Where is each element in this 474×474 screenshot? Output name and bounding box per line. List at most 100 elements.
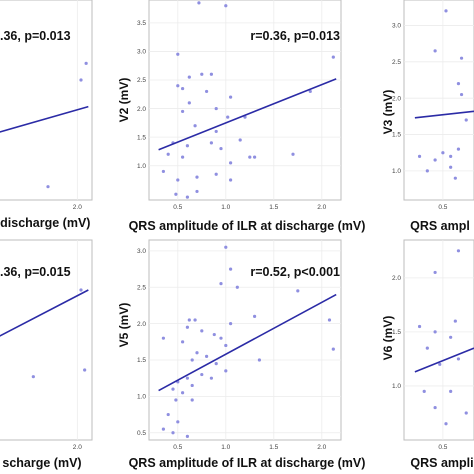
data-point — [433, 330, 437, 334]
regression-line — [158, 78, 337, 151]
x-tick-label: 0.5 — [438, 204, 447, 211]
y-tick-label: 2.5 — [392, 59, 401, 66]
correlation-annotation: .36, p=0.013 — [0, 29, 71, 43]
correlation-annotation: r=0.36, p=0.013 — [250, 29, 340, 43]
x-tick-label: 2.0 — [73, 444, 82, 451]
y-tick-label: 1.5 — [137, 134, 146, 141]
y-tick-label: 2.0 — [137, 321, 146, 328]
y-axis-label: V3 (mV) — [381, 90, 395, 135]
data-point — [453, 319, 457, 323]
panel-p5: 0.5 1.0 1.5 2.0 2.5 3.0 0.5 1.0 1.5 2.0 r=0.52, p<… — [117, 239, 365, 470]
x-tick-label: 1.0 — [221, 444, 230, 451]
data-point — [190, 383, 194, 388]
data-point — [31, 375, 35, 379]
data-point — [219, 146, 223, 151]
data-point — [176, 52, 180, 56]
data-point — [449, 389, 453, 393]
data-point — [248, 155, 252, 159]
data-point — [171, 387, 175, 391]
plot-area — [0, 0, 93, 201]
data-point — [193, 318, 197, 322]
data-point — [444, 422, 448, 426]
data-point — [185, 376, 189, 380]
data-point — [438, 362, 442, 366]
data-point — [456, 82, 461, 86]
plot-area — [403, 239, 474, 441]
data-point — [195, 189, 199, 194]
data-point — [166, 412, 170, 417]
data-point — [212, 332, 216, 337]
panel-p3: 1.0 1.5 2.0 2.5 3.0 0.5 V3 (mV) QRS ampl — [381, 0, 474, 233]
y-tick-label: 2.5 — [137, 77, 146, 84]
data-point — [84, 61, 88, 65]
data-point — [417, 324, 422, 329]
data-point — [181, 86, 185, 91]
panel-p1: 2.0 .36, p=0.013 at discharge (mV) — [0, 0, 93, 230]
data-point — [327, 318, 332, 322]
x-tick-label: 2.0 — [73, 204, 82, 211]
x-axis-label: at discharge (mV) — [0, 216, 90, 230]
data-point — [205, 354, 209, 358]
y-tick-label: 1.0 — [392, 168, 401, 175]
data-point — [257, 358, 261, 362]
regression-line — [0, 105, 89, 133]
data-point — [190, 358, 194, 362]
x-tick-label: 2.0 — [317, 204, 326, 211]
data-point — [308, 89, 312, 94]
data-point — [219, 336, 223, 340]
data-point — [214, 172, 218, 176]
data-point — [229, 161, 233, 165]
data-point — [417, 154, 422, 158]
y-axis-label: V6 (mV) — [381, 316, 395, 361]
correlation-annotation: .36, p=0.015 — [0, 265, 71, 279]
y-tick-label: 1.5 — [392, 329, 401, 336]
data-point — [181, 391, 185, 395]
data-point — [197, 1, 201, 5]
y-tick-label: 2.5 — [137, 284, 146, 291]
y-axis-label: V5 (mV) — [117, 303, 131, 348]
y-tick-label: 3.5 — [137, 20, 146, 27]
data-point — [79, 288, 83, 292]
y-tick-label: 3.0 — [137, 248, 146, 255]
regression-line — [414, 110, 474, 119]
data-point — [187, 75, 191, 79]
data-point — [166, 152, 170, 156]
plot-area — [403, 0, 474, 201]
x-axis-label: QRS ampl — [410, 219, 470, 233]
data-point — [187, 318, 191, 322]
x-tick-label: 1.5 — [269, 444, 278, 451]
data-point — [46, 185, 50, 189]
regression-line — [0, 289, 89, 337]
data-point — [185, 144, 189, 148]
data-point — [235, 285, 239, 289]
data-point — [229, 95, 233, 99]
data-point — [459, 56, 464, 60]
data-point — [224, 369, 228, 373]
data-point — [456, 147, 461, 151]
data-point — [224, 4, 228, 8]
data-point — [209, 141, 213, 145]
data-point — [433, 49, 437, 53]
y-tick-label: 2.0 — [137, 106, 146, 113]
data-point — [185, 434, 189, 438]
x-tick-label: 2.0 — [317, 444, 326, 451]
panel-p2: 1.0 1.5 2.0 2.5 3.0 3.5 0.5 1.0 1.5 2.0 r=0.36, p=… — [117, 0, 365, 233]
data-point — [433, 405, 437, 410]
x-axis-label: scharge (mV) — [2, 456, 81, 470]
data-point — [226, 115, 230, 119]
data-point — [181, 340, 185, 344]
x-tick-label: 1.0 — [221, 204, 230, 211]
x-axis-label: QRS ampli — [410, 456, 473, 470]
data-point — [174, 398, 178, 402]
panel-p4: 2.0 .36, p=0.015 scharge (mV) — [0, 239, 93, 470]
data-point — [176, 178, 180, 182]
data-point — [425, 346, 429, 350]
data-point — [456, 357, 461, 361]
data-point — [200, 329, 204, 333]
x-tick-label: 0.5 — [173, 204, 182, 211]
data-point — [214, 106, 218, 111]
y-tick-label: 3.0 — [137, 49, 146, 56]
plot-area — [0, 239, 93, 441]
data-point — [425, 169, 429, 173]
